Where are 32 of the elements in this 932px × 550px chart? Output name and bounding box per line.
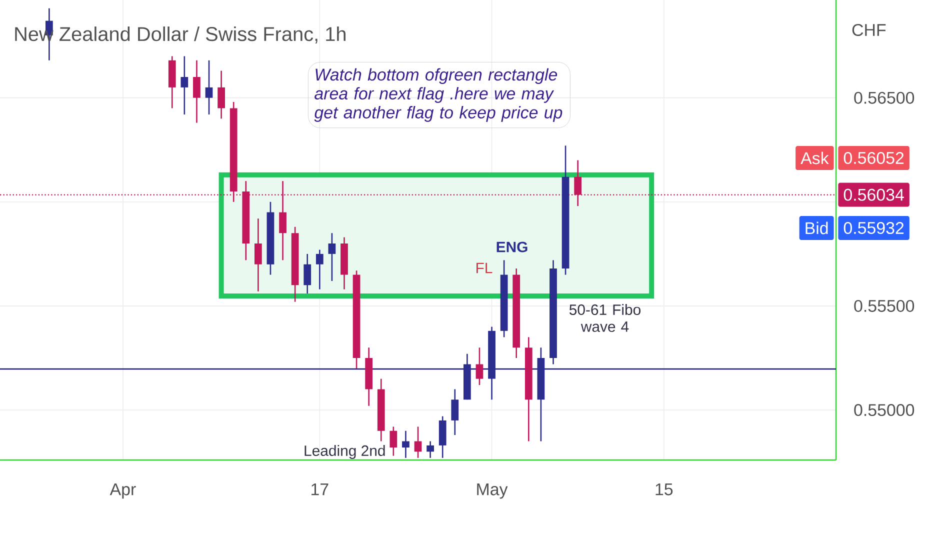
candlestick: [205, 60, 213, 116]
candlestick: [218, 70, 225, 120]
annotation: 50-61 Fibo wave 4: [569, 304, 640, 332]
candlestick: [316, 249, 324, 290]
candlestick: [193, 60, 200, 124]
text: 0.56052: [844, 152, 904, 164]
candlestick: [426, 440, 434, 459]
candlestick: [476, 346, 484, 386]
candlestick: [402, 430, 410, 459]
annotation: Ask: [800, 152, 829, 164]
annotation: Bid: [806, 222, 828, 234]
ref-line-label: 0.56034: [844, 188, 904, 201]
annotation: ENG: [496, 242, 528, 252]
candlestick: [414, 426, 422, 459]
candlestick: [328, 232, 336, 282]
annotation: Watch bottom ofgreen rectangle area for next flag .here we may get another flag to keep price up: [314, 68, 562, 122]
candlestick: [180, 56, 188, 116]
y-axis-title: CHF: [852, 24, 886, 36]
x-tick-label: 15: [656, 484, 673, 496]
candlestick: [254, 218, 262, 292]
candlestick: [390, 426, 398, 456]
annotation: FL: [476, 262, 492, 274]
y-tick-label: 0.55500: [854, 300, 914, 312]
candlestick: [451, 388, 459, 436]
y-tick-label: 0.56500: [854, 92, 914, 104]
y-tick-label: 0.55000: [854, 404, 914, 416]
x-tick-label: Apr: [110, 484, 136, 499]
x-tick-label: May: [477, 484, 508, 499]
annotation: Leading 2nd: [304, 445, 385, 459]
text: 0.55932: [844, 222, 904, 234]
candlestick: [304, 253, 312, 294]
x-tick-label: 17: [312, 484, 328, 496]
